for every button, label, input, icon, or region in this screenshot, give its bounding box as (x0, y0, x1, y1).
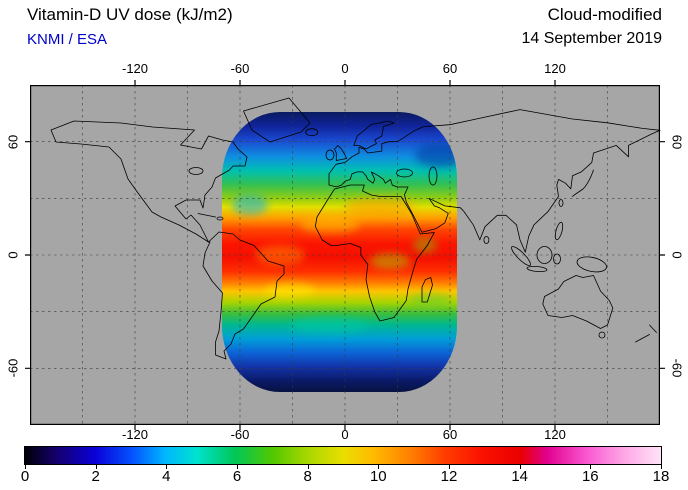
world-map (25, 80, 665, 430)
lon-label-top: -120 (121, 61, 149, 76)
coastline-africa (314, 184, 435, 322)
coastline-australia (542, 275, 614, 329)
lon-label-bottom: 120 (544, 427, 566, 442)
lon-label-bottom: 0 (341, 427, 349, 442)
colorbar-tick (25, 464, 26, 469)
mode-label: Cloud-modified (547, 5, 662, 24)
colorbar-label: 8 (303, 468, 312, 485)
lat-label-left: 0 (5, 251, 21, 259)
map-axis-ticks (25, 80, 665, 430)
coastline-sulawesi (553, 253, 561, 265)
coastline-black-sea (396, 168, 413, 178)
graticule (30, 85, 660, 425)
coastline-borneo (536, 246, 553, 264)
coastline-scandinavia (353, 120, 395, 150)
colorbar-tick (237, 464, 238, 469)
coastline-new-guinea (576, 256, 607, 273)
colorbar-gradient (24, 446, 662, 465)
coastline-taiwan (558, 199, 564, 207)
lon-label-top: 0 (341, 61, 349, 76)
lat-label-right: 60 (669, 134, 685, 150)
coastline-madagascar (421, 277, 433, 303)
coastline-iceland (305, 128, 319, 137)
coastline-south-america (202, 231, 285, 360)
lon-label-bottom: 60 (442, 427, 458, 442)
coastline-greenland (243, 97, 311, 143)
coastline-ireland (325, 149, 335, 161)
lat-label-left: -60 (5, 358, 21, 378)
colorbar-label: 4 (162, 468, 171, 485)
colorbar-label: 18 (652, 468, 670, 485)
coastline-philippines (554, 221, 564, 241)
lat-label-right: -60 (669, 358, 685, 378)
coastlines (50, 97, 661, 360)
colorbar-tick (378, 464, 380, 469)
source-label: KNMI / ESA (27, 31, 108, 48)
colorbar-label: 0 (20, 468, 30, 485)
coastline-hispaniola (216, 216, 224, 221)
colorbar-tick (519, 464, 521, 469)
uv-dose-swath (222, 112, 457, 392)
colorbar-label: 16 (581, 468, 599, 485)
colorbar-tick (590, 464, 592, 469)
map-frame (30, 85, 660, 425)
colorbar-tick (166, 464, 168, 469)
colorbar-label: 6 (232, 468, 242, 485)
colorbar-tick (307, 464, 309, 469)
coastline-sri-lanka (483, 236, 490, 244)
lon-label-bottom: -120 (121, 427, 149, 442)
colorbar-label: 14 (511, 468, 529, 485)
colorbar-label: 12 (440, 468, 458, 485)
coastline-tasmania (598, 331, 606, 339)
coastline-new-zealand (635, 324, 657, 343)
lon-label-top: -60 (230, 61, 250, 76)
page-title: Vitamin-D UV dose (kJ/m2) (27, 5, 233, 24)
coastline-great-lakes (188, 167, 204, 175)
coastline-north-america (50, 120, 248, 243)
coastline-britain (334, 145, 348, 161)
colorbar-label: 2 (91, 468, 100, 485)
coastline-eurasia (328, 109, 661, 253)
lon-label-top: 120 (544, 61, 566, 76)
coastline-java (526, 265, 548, 273)
lat-label-right: 0 (669, 251, 685, 259)
date-label: 14 September 2019 (521, 30, 662, 47)
colorbar-label: 10 (369, 468, 387, 485)
colorbar-tick (449, 464, 450, 469)
coastline-sumatra (511, 246, 531, 266)
lon-label-top: 60 (442, 61, 458, 76)
coastline-japan (572, 169, 594, 197)
colorbar-tick (95, 464, 97, 469)
map-canvas (25, 80, 665, 430)
coastline-cuba (197, 213, 216, 218)
coastline-caspian-sea (428, 166, 438, 186)
lon-label-bottom: -60 (230, 427, 250, 442)
colorbar-tick (661, 464, 662, 469)
lat-label-left: 60 (5, 134, 21, 150)
